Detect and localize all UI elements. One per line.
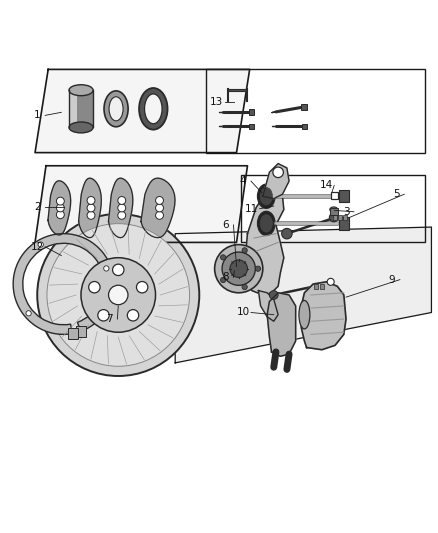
Wedge shape (13, 233, 114, 334)
Text: 4: 4 (240, 176, 247, 186)
Bar (333, 215, 337, 220)
Text: 7: 7 (106, 314, 113, 324)
Circle shape (113, 264, 124, 276)
Bar (339, 217, 349, 230)
Circle shape (220, 277, 226, 282)
Circle shape (37, 214, 199, 376)
Bar (331, 192, 338, 199)
Circle shape (282, 229, 292, 239)
Circle shape (269, 290, 278, 300)
Text: 3: 3 (343, 207, 350, 217)
Circle shape (87, 212, 95, 219)
Circle shape (137, 281, 148, 293)
Circle shape (230, 260, 247, 278)
Bar (69, 90, 78, 127)
Text: 1: 1 (34, 110, 41, 120)
Text: 8: 8 (222, 272, 229, 282)
Bar (68, 328, 78, 339)
Polygon shape (272, 111, 280, 112)
Bar (228, 89, 247, 91)
Bar (330, 208, 338, 215)
Polygon shape (109, 178, 133, 238)
Ellipse shape (145, 94, 162, 124)
Ellipse shape (258, 212, 275, 236)
Bar (339, 190, 349, 203)
Circle shape (242, 285, 247, 289)
Circle shape (118, 212, 126, 219)
Circle shape (38, 242, 43, 247)
Ellipse shape (139, 88, 168, 130)
Text: 2: 2 (34, 203, 41, 212)
Circle shape (255, 266, 261, 271)
Bar (249, 124, 254, 129)
Polygon shape (35, 166, 247, 243)
Polygon shape (258, 290, 278, 321)
Circle shape (222, 252, 255, 285)
Ellipse shape (104, 91, 128, 127)
Circle shape (118, 204, 126, 212)
Bar (76, 326, 86, 337)
Bar (320, 284, 324, 289)
Polygon shape (48, 181, 71, 235)
Circle shape (57, 211, 64, 219)
Bar (206, 69, 425, 152)
Bar (301, 104, 307, 110)
Bar (302, 124, 307, 129)
Text: 12: 12 (31, 242, 44, 252)
Circle shape (104, 266, 109, 271)
Circle shape (215, 245, 263, 293)
Text: 10: 10 (237, 308, 250, 318)
Text: 11: 11 (245, 204, 258, 214)
Ellipse shape (260, 188, 272, 205)
Bar (241, 174, 425, 243)
Polygon shape (141, 178, 175, 238)
Circle shape (26, 311, 31, 316)
Ellipse shape (299, 301, 310, 329)
Ellipse shape (330, 207, 338, 212)
Text: 14: 14 (320, 181, 333, 190)
Bar (314, 284, 318, 289)
Circle shape (57, 197, 64, 205)
Polygon shape (267, 293, 296, 356)
Circle shape (109, 285, 128, 305)
Polygon shape (79, 178, 101, 238)
Circle shape (329, 213, 338, 222)
Circle shape (98, 310, 109, 321)
Circle shape (87, 197, 95, 205)
Text: 6: 6 (222, 220, 229, 230)
Polygon shape (175, 227, 431, 363)
Circle shape (273, 167, 283, 177)
Circle shape (81, 257, 155, 332)
Circle shape (88, 281, 100, 293)
Polygon shape (245, 190, 284, 295)
Circle shape (118, 197, 126, 205)
Ellipse shape (109, 97, 123, 121)
Circle shape (242, 248, 247, 253)
Circle shape (155, 212, 163, 219)
Circle shape (57, 204, 64, 212)
Ellipse shape (260, 215, 272, 232)
Circle shape (47, 224, 190, 366)
Text: 9: 9 (389, 274, 396, 285)
Circle shape (155, 197, 163, 205)
Ellipse shape (69, 85, 93, 96)
Ellipse shape (69, 122, 93, 133)
Text: 13: 13 (210, 97, 223, 107)
Circle shape (220, 255, 226, 260)
Text: 5: 5 (393, 189, 400, 199)
Bar (338, 215, 342, 220)
Polygon shape (301, 282, 346, 350)
Circle shape (327, 278, 334, 285)
Ellipse shape (258, 184, 275, 208)
Bar (343, 215, 347, 220)
Bar (249, 109, 254, 115)
Polygon shape (263, 164, 289, 199)
Polygon shape (35, 69, 250, 152)
Bar (69, 90, 93, 127)
Circle shape (155, 204, 163, 212)
Circle shape (127, 310, 139, 321)
Circle shape (87, 204, 95, 212)
